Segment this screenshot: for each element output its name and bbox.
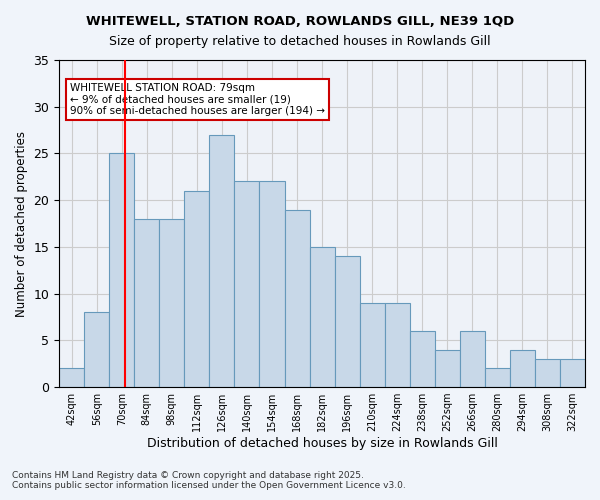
Bar — [134, 219, 160, 387]
Bar — [335, 256, 359, 387]
Bar — [435, 350, 460, 387]
Bar — [510, 350, 535, 387]
Bar — [84, 312, 109, 387]
Bar — [209, 135, 235, 387]
Bar — [284, 210, 310, 387]
Text: WHITEWELL STATION ROAD: 79sqm
← 9% of detached houses are smaller (19)
90% of se: WHITEWELL STATION ROAD: 79sqm ← 9% of de… — [70, 83, 325, 116]
Bar — [535, 359, 560, 387]
Bar — [160, 219, 184, 387]
Bar — [184, 191, 209, 387]
Bar — [410, 331, 435, 387]
Bar — [485, 368, 510, 387]
Bar — [560, 359, 585, 387]
Bar — [385, 303, 410, 387]
Bar — [235, 182, 259, 387]
Y-axis label: Number of detached properties: Number of detached properties — [15, 130, 28, 316]
Bar — [310, 247, 335, 387]
Text: Size of property relative to detached houses in Rowlands Gill: Size of property relative to detached ho… — [109, 35, 491, 48]
Bar — [259, 182, 284, 387]
X-axis label: Distribution of detached houses by size in Rowlands Gill: Distribution of detached houses by size … — [146, 437, 497, 450]
Bar — [460, 331, 485, 387]
Text: WHITEWELL, STATION ROAD, ROWLANDS GILL, NE39 1QD: WHITEWELL, STATION ROAD, ROWLANDS GILL, … — [86, 15, 514, 28]
Bar — [359, 303, 385, 387]
Bar — [59, 368, 84, 387]
Text: Contains HM Land Registry data © Crown copyright and database right 2025.
Contai: Contains HM Land Registry data © Crown c… — [12, 470, 406, 490]
Bar — [109, 154, 134, 387]
